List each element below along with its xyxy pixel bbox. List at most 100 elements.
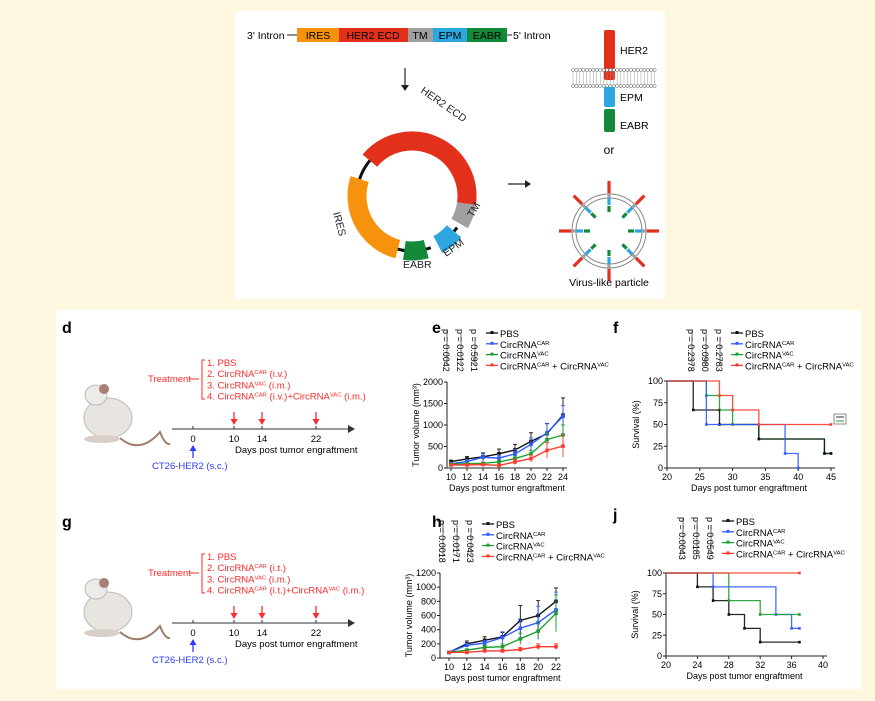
spike-segment	[621, 243, 628, 250]
x-axis-label: Days post tumor engraftment	[686, 671, 803, 681]
mouse-ear	[99, 384, 109, 394]
y-tick-label: 1000	[416, 582, 436, 592]
intron-3-label: 3' Intron	[247, 30, 285, 42]
results-panel	[56, 310, 861, 689]
lipid-head	[649, 84, 654, 88]
superscript: CAR	[255, 393, 267, 399]
y-tick-label: 400	[421, 625, 436, 635]
timeline-tick-label: 14	[257, 434, 268, 445]
timeline-axis-label: Days post tumor engraftment	[235, 445, 358, 456]
lipid-head	[574, 68, 579, 72]
legend-label: CircRNACAR + CircRNAVAC	[745, 361, 855, 372]
y-tick-label: 25	[652, 630, 662, 640]
y-tick-label: 25	[653, 441, 663, 451]
legend-marker	[735, 341, 739, 345]
text-part: CircRNA	[500, 351, 538, 362]
legend-marker	[486, 543, 490, 547]
superscript: CAR	[537, 362, 549, 368]
y-tick-label: 50	[652, 610, 662, 620]
x-tick-label: 20	[662, 472, 672, 482]
linear-construct: 3' Intron IRES HER2 ECD TM EPM EABR 5' I…	[247, 28, 551, 42]
superscript: CAR	[773, 550, 785, 556]
timeline-tick-label: 22	[311, 628, 322, 639]
timeline-tick-label: 0	[190, 434, 195, 445]
legend-label: CircRNACAR	[500, 340, 549, 351]
lipid-head	[618, 84, 623, 88]
lipid-head	[618, 68, 623, 72]
lipid-head	[628, 68, 633, 72]
x-tick-label: 24	[558, 472, 568, 482]
x-tick-label: 40	[793, 472, 803, 482]
data-point	[465, 463, 469, 467]
data-point	[500, 644, 505, 649]
y-axis-label: Survival (%)	[631, 400, 641, 449]
arrow-down-icon	[401, 68, 409, 91]
superscript: VAC	[255, 575, 267, 581]
x-tick-label: 20	[526, 472, 536, 482]
end-mark	[829, 423, 833, 426]
data-point	[518, 626, 523, 631]
x-tick-label: 35	[760, 472, 770, 482]
superscript: VAC	[255, 381, 267, 387]
text-part: CircRNA	[736, 528, 774, 539]
data-point	[513, 452, 517, 456]
superscript: CAR	[782, 341, 794, 347]
data-point	[529, 442, 533, 447]
ires-arc	[347, 176, 401, 259]
p-value: p = 0.0423	[465, 520, 475, 563]
end-mark	[798, 571, 801, 575]
mouse-illustration	[83, 384, 171, 447]
treatment-label: Treatment	[148, 568, 191, 579]
treatment-item: 2. CircRNACAR (i.t.)	[207, 563, 286, 574]
treatment-item: 4. CircRNACAR (i.v.)+CircRNAVAC (i.m.)	[207, 392, 366, 403]
survival-curve-pbs	[666, 572, 800, 643]
data-point	[529, 452, 533, 456]
legend-label: PBS	[496, 520, 515, 531]
legend-marker	[486, 532, 490, 536]
p-value: p = 0.0122	[455, 329, 465, 372]
data-point	[529, 456, 533, 461]
panel-label: h	[432, 514, 442, 531]
x-tick-label: 22	[551, 662, 561, 672]
legend-label: CircRNACAR + CircRNAVAC	[736, 549, 846, 560]
lipid-head	[574, 84, 579, 88]
timeline-arrowhead-icon	[348, 619, 355, 627]
timeline-arrowhead-icon	[348, 425, 355, 433]
timeline-tick-label: 0	[190, 628, 195, 639]
x-axis-label: Days post tumor engraftment	[444, 673, 561, 683]
lipid-head	[571, 68, 575, 72]
y-tick-label: 100	[647, 568, 662, 578]
text-part: (i.m.)	[266, 574, 290, 585]
data-point	[500, 649, 505, 653]
y-tick-label: 1200	[416, 568, 436, 578]
data-point	[449, 463, 453, 467]
data-point	[554, 611, 558, 616]
series-line-car	[450, 415, 564, 465]
data-point	[481, 455, 485, 460]
text-part: CircRNA	[500, 340, 538, 351]
lipid-head	[571, 84, 575, 88]
legend-marker	[726, 529, 730, 533]
y-tick-label: 75	[652, 589, 662, 599]
text-part: CircRNA	[496, 531, 534, 542]
mouse-illustration	[83, 578, 171, 641]
y-axis-label: Tumor volume (mm³)	[404, 574, 414, 658]
legend-marker	[735, 352, 739, 356]
superscript: CAR	[255, 564, 267, 570]
or-label: or	[604, 143, 615, 157]
text-part: CircRNA	[496, 552, 534, 563]
lipid-head	[608, 68, 613, 72]
lipid-head	[588, 68, 592, 72]
superscript: VAC	[782, 352, 794, 358]
lipid-head	[622, 84, 626, 88]
lipid-head	[591, 68, 596, 72]
p-value: p = 0.0043	[677, 517, 687, 560]
data-point	[554, 644, 558, 649]
lipid-head	[594, 84, 599, 88]
data-point	[449, 459, 453, 464]
legend-label: CircRNACAR	[736, 528, 785, 539]
legend-label: PBS	[745, 329, 764, 340]
her2-ecd-arc	[362, 131, 477, 205]
eabr-arc	[403, 239, 429, 261]
